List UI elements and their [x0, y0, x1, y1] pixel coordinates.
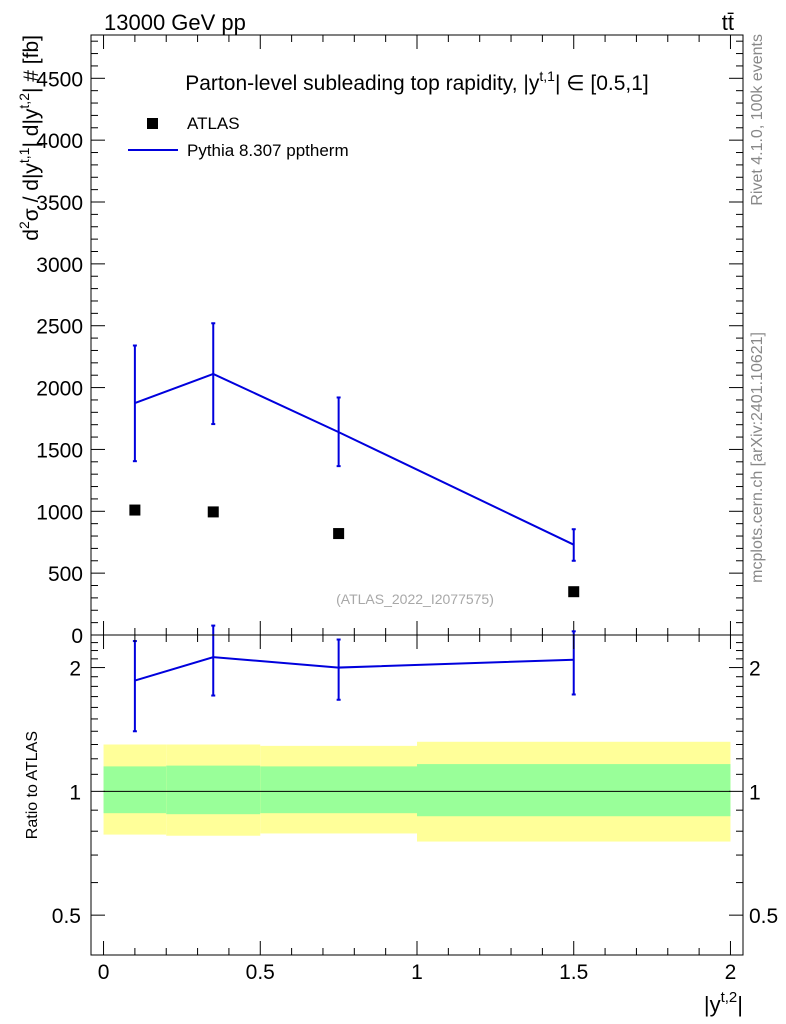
ratio-inner-band	[166, 765, 261, 815]
main-y-tick-label: 1500	[36, 439, 83, 462]
ratio-inner-band	[417, 764, 731, 817]
main-y-label: d2σ / d|yt,1| d|yt,2| # [fb]	[16, 35, 43, 241]
ratio-x-ticks: 0 0.5 1 1.5 2	[98, 635, 737, 984]
ratio-x-label: |yt,2|	[704, 989, 743, 1017]
main-y-ticks: 0 500 1000 1500 2000 2500 3000 3500 4000 4500	[36, 40, 743, 648]
main-y-tick-label: 2500	[36, 316, 83, 339]
main-y-tick-label: 3000	[36, 254, 83, 277]
ratio-x-tick-label: 1	[411, 961, 423, 984]
ratio-x-tick-label: 0.5	[246, 961, 275, 984]
main-x-ticks	[103, 35, 731, 635]
legend-atlas-label: ATLAS	[187, 114, 240, 133]
main-y-tick-label: 2000	[36, 378, 83, 401]
atlas-data-point	[333, 528, 345, 540]
main-panel: 0 500 1000 1500 2000 2500 3000 3500 4000 4500 Par…	[16, 34, 744, 648]
ratio-y-label: Ratio to ATLAS	[24, 731, 41, 839]
ratio-y-ticks: 0.5 0.5 1 1 2 2	[52, 634, 778, 928]
main-y-tick-label: 500	[48, 563, 83, 586]
ratio-y-tick-label-right: 2	[749, 658, 761, 681]
main-mc-series	[132, 322, 576, 562]
header-left: 13000 GeV pp	[104, 10, 246, 35]
main-y-tick-label: 4500	[36, 68, 83, 91]
ratio-mc-curve	[134, 656, 574, 682]
ratio-inner-band	[103, 766, 167, 814]
legend-atlas-marker	[147, 118, 158, 129]
ratio-x-tick-label: 2	[725, 961, 737, 984]
mc-curve	[134, 372, 575, 546]
ratio-inner-band	[260, 766, 417, 814]
ratio-x-tick-label: 1.5	[559, 961, 588, 984]
legend: ATLAS Pythia 8.307 pptherm	[128, 114, 349, 160]
ratio-y-tick-label-right: 1	[749, 781, 761, 804]
atlas-data-point	[129, 504, 141, 516]
ratio-panel: 0.5 0.5 1 1 2 2 0 0.5 1 1.5 2 Ratio to ATLAS |yt,…	[24, 624, 778, 1017]
mcplots-label: mcplots.cern.ch [arXiv:2401.10621]	[749, 332, 766, 583]
header-right: tt̄	[722, 10, 734, 35]
main-y-tick-label: 3500	[36, 192, 83, 215]
legend-mc-label: Pythia 8.307 pptherm	[187, 141, 349, 160]
ratio-y-tick-label: 0.5	[52, 905, 81, 928]
ratio-x-tick-label: 0	[98, 961, 110, 984]
ratio-y-tick-label: 1	[69, 781, 81, 804]
main-y-tick-label: 1000	[36, 501, 83, 524]
analysis-watermark: (ATLAS_2022_I2077575)	[336, 591, 494, 607]
atlas-data-point	[568, 586, 580, 598]
main-data-series	[129, 504, 580, 598]
main-y-tick-label: 0	[71, 625, 83, 648]
ratio-y-tick-label: 2	[69, 658, 81, 681]
ratio-y-tick-label-right: 0.5	[749, 905, 778, 928]
main-y-tick-label: 4000	[36, 130, 83, 153]
atlas-data-point	[207, 506, 219, 518]
plot-title: Parton-level subleading top rapidity, |y…	[185, 68, 648, 95]
rivet-label: Rivet 4.1.0, 100k events	[749, 34, 766, 206]
